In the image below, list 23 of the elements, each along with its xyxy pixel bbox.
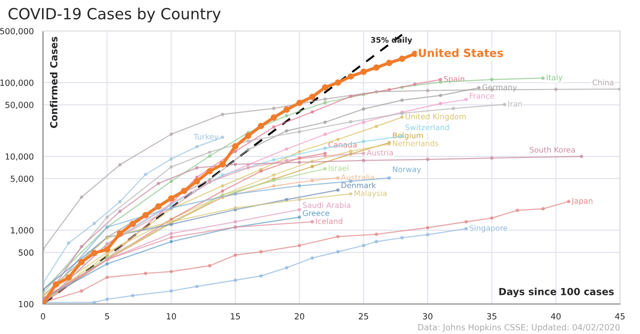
series-label: United States <box>418 48 503 58</box>
y-tick-label: 50,000 <box>5 102 34 109</box>
y-tick-label: 10,000 <box>6 153 34 161</box>
y-tick-label: 500,000 <box>0 28 34 36</box>
x-axis-title: Days since 100 cases <box>499 288 614 298</box>
y-tick-label: 5,000 <box>10 176 34 183</box>
y-tick-label: 100 <box>18 300 34 308</box>
x-tick-label: 40 <box>550 313 561 320</box>
x-tick-label: 35 <box>487 313 496 320</box>
x-tick-label: 45 <box>615 313 625 320</box>
y-tick-label: 100,000 <box>0 80 34 87</box>
chart-title: COVID-19 Cases by Country <box>8 8 221 22</box>
x-tick-label: 20 <box>294 313 304 320</box>
x-tick-label: 25 <box>358 313 368 320</box>
x-tick-label: 5 <box>105 313 110 320</box>
y-tick-label: 1,000 <box>11 227 34 234</box>
y-axis-title: Confirmed Cases <box>50 36 58 128</box>
x-tick-label: 10 <box>166 313 176 320</box>
x-tick-label: 15 <box>230 313 240 320</box>
x-tick-label: 30 <box>423 313 432 320</box>
x-tick-label: 0 <box>40 313 46 320</box>
y-tick-label: 500 <box>18 249 34 256</box>
text: Data: Johns Hopkins CSSE; Updated: 04/02/2020 <box>418 324 620 332</box>
